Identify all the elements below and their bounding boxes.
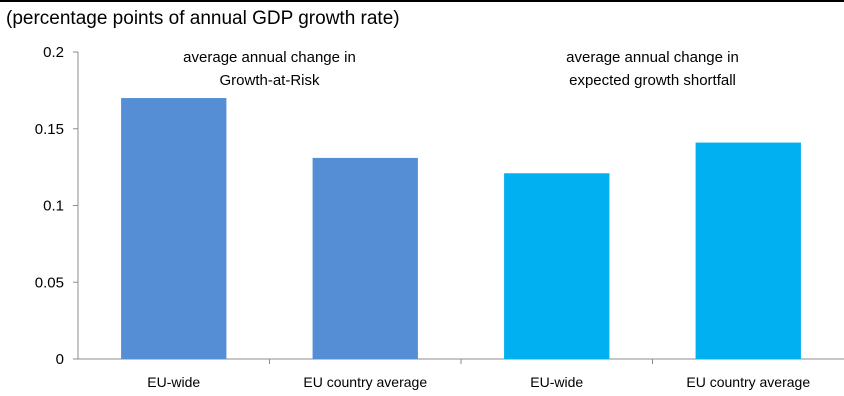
y-tick-label: 0 [56, 351, 64, 368]
bar [312, 157, 418, 359]
x-category-label: EU country average [303, 374, 427, 390]
top-rule [0, 0, 844, 2]
y-tick-label: 0.2 [43, 44, 64, 61]
y-tick-label: 0.05 [35, 274, 64, 291]
annotation-text: average annual change in [183, 49, 356, 66]
y-tick-label: 0.1 [43, 198, 64, 215]
bar [695, 142, 801, 359]
chart-subtitle: (percentage points of annual GDP growth … [6, 8, 400, 29]
chart-bars [121, 98, 801, 360]
chart-labels: EU-wide EU country average EU-wide EU count… [147, 374, 810, 390]
annotation-text: Growth-at-Risk [219, 72, 320, 89]
x-category-label: EU-wide [147, 374, 200, 390]
y-tick-label: 0.15 [35, 121, 64, 138]
chart-annotations: average annual change in Growth-at-Risk av… [183, 49, 739, 89]
x-category-label: EU-wide [530, 374, 583, 390]
x-category-label: EU country average [686, 374, 810, 390]
bar [121, 98, 227, 360]
annotation-text: expected growth shortfall [569, 72, 736, 89]
annotation-text: average annual change in [566, 49, 739, 66]
bar [504, 173, 610, 359]
